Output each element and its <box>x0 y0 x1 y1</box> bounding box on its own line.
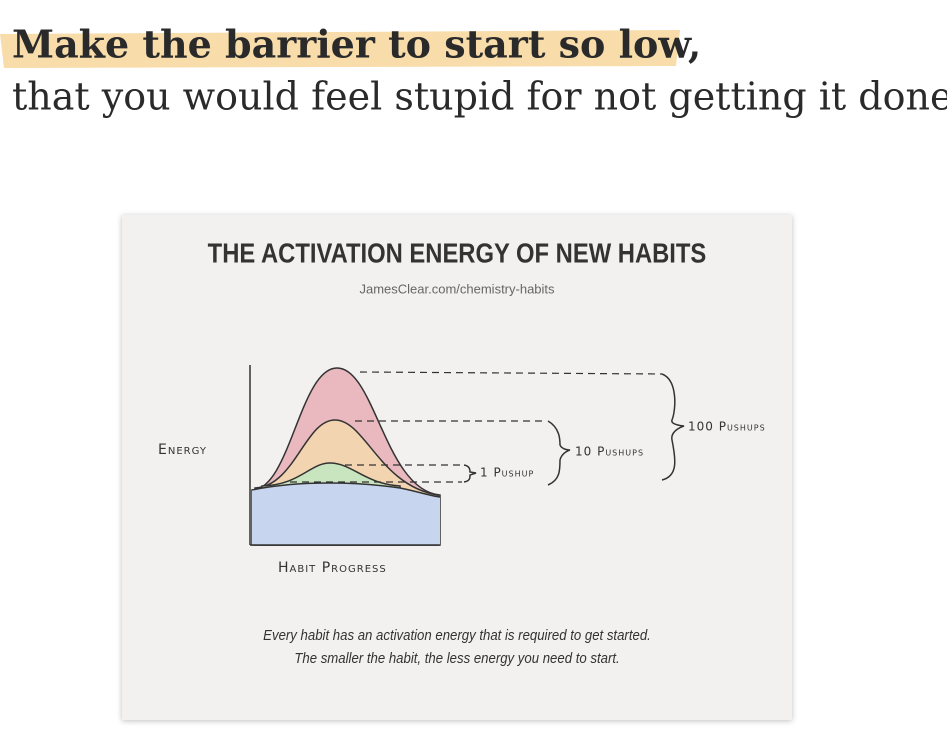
heading-line: that you would feel stupid for not getti… <box>12 75 947 119</box>
figure-title: THE ACTIVATION ENERGY OF NEW HABITS <box>208 237 707 269</box>
annotation: 1 Pushup <box>480 466 534 480</box>
highlight <box>0 30 680 68</box>
caption-line: Every habit has an activation energy tha… <box>263 626 651 643</box>
annotation: 10 Pushups <box>575 445 644 459</box>
caption-line: The smaller the habit, the less energy y… <box>294 649 619 666</box>
x-label: Habit Progress <box>278 560 387 576</box>
y-label: Energy <box>158 442 207 458</box>
illustration <box>249 365 685 546</box>
heading-line: Make the barrier to start so low, <box>12 22 701 67</box>
figure-source: JamesClear.com/chemistry-habits <box>359 281 555 296</box>
card <box>122 215 792 720</box>
annotation: 100 Pushups <box>688 420 766 434</box>
